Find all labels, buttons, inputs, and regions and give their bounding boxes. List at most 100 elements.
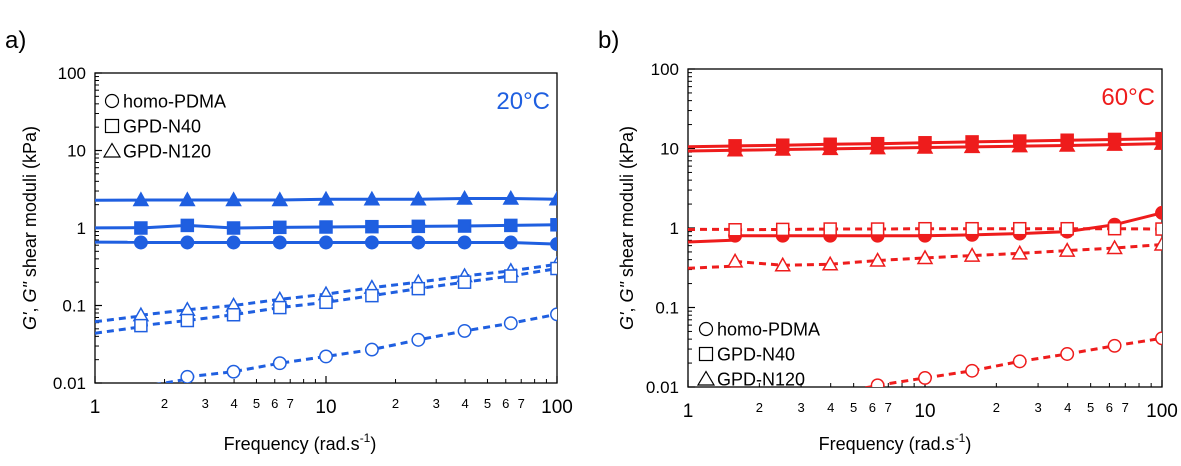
x-axis-title: Frequency (rad.s-1) [224,431,377,454]
legend: homo-PDMA GPD-N40 GPD-N120 [102,92,226,162]
data-point-triangle [1058,242,1076,257]
series-lead-line [688,148,736,153]
series-lead-line [155,377,188,383]
data-point-triangle [456,189,473,205]
data-point-triangle [726,141,744,157]
x-minor-tick-label: 2 [161,396,168,411]
data-point-triangle [1153,235,1162,251]
x-minor-tick-label: 5 [1087,400,1094,415]
series-lead-line [688,238,736,244]
data-point-square [550,218,557,232]
data-point-circle [364,235,379,250]
square-legend-icon [698,346,714,362]
data-point-circle [1155,331,1162,346]
y-tick-label: 10 [660,140,679,159]
data-point-circle [965,363,980,378]
triangle-legend-icon [102,142,122,158]
data-point-triangle [271,191,289,207]
legend: homo-PDMA GPD-N40 GPD-N120 [696,320,820,390]
data-point-square [870,222,885,236]
x-minor-tick-label: 3 [202,396,209,411]
data-point-triangle [410,190,427,206]
data-point-square [411,281,426,296]
data-point-triangle [726,252,744,268]
data-point-circle [319,349,333,364]
data-point-square [965,221,979,236]
data-point-square [134,221,148,235]
data-point-triangle [774,256,792,272]
data-point-triangle [548,190,557,206]
data-point-square [823,222,837,236]
x-minor-tick-label: 4 [461,396,468,411]
data-point-triangle [179,191,196,207]
series-line [735,211,1162,238]
x-minor-tick-label: 6 [869,400,876,415]
x-minor-tick-label: 2 [993,400,1000,415]
series-lead-line [688,264,736,270]
x-tick-label: 1 [90,397,101,418]
data-point-square [918,221,932,236]
series-lead-line [95,314,142,324]
data-point-triangle [1106,239,1123,255]
x-minor-tick-label: 6 [502,396,509,411]
y-tick-label: 1 [77,219,86,238]
data-point-square [319,220,333,234]
series-line [734,243,1162,267]
x-minor-tick-label: 7 [287,396,294,411]
series-lead-line [95,325,142,335]
series-line [140,197,557,202]
data-point-circle [180,369,195,383]
data-point-triangle [1011,137,1029,153]
legend-label: GPD-N120 [123,142,211,162]
data-point-square [550,261,557,276]
data-point-square [775,222,790,237]
data-series-group [688,131,1162,387]
data-point-triangle [916,249,934,265]
data-point-square [457,275,472,289]
circle-legend-icon [698,321,714,337]
data-point-square [457,219,472,233]
x-minor-tick-label: 4 [1064,400,1071,415]
y-tick-label: 0.1 [62,297,86,316]
data-series-group [95,189,557,383]
legend-label: homo-PDMA [717,320,820,340]
data-point-triangle [821,140,839,156]
x-minor-tick-label: 7 [885,400,892,415]
y-axis-title: G', G" shear moduli (kPa) [20,126,40,330]
legend-label: homo-PDMA [123,92,226,112]
data-point-circle [1012,354,1027,369]
data-point-triangle [869,251,886,267]
data-point-square [1060,221,1074,236]
legend-label: GPD-N40 [717,345,795,365]
data-point-circle [180,235,195,250]
data-point-triangle [317,190,335,206]
x-minor-tick-label: 2 [756,400,763,415]
x-minor-tick-label: 4 [230,396,237,411]
series-line [140,262,557,317]
data-point-triangle [1011,244,1029,260]
series-line [735,137,1162,148]
temperature-annotation: 20°C [496,88,550,115]
data-point-triangle [1106,136,1123,151]
data-point-circle [503,316,518,331]
data-point-circle [319,235,333,250]
series-lead-line [688,144,736,149]
data-point-square [134,318,148,333]
y-tick-label: 0.01 [646,378,679,397]
data-point-square [1107,221,1122,236]
panel-label: a) [5,27,26,54]
y-tick-label: 100 [58,64,86,83]
data-point-circle [1107,338,1122,353]
x-minor-tick-label: 6 [271,396,278,411]
data-point-triangle [132,191,150,207]
x-minor-tick-label: 5 [850,400,857,415]
data-point-square [319,295,333,310]
data-point-square [226,307,241,322]
data-point-triangle [1058,136,1076,152]
x-minor-tick-label: 5 [253,396,260,411]
x-tick-label: 10 [315,397,336,418]
data-point-circle [411,332,426,347]
x-minor-tick-label: 2 [392,396,399,411]
data-point-triangle [963,138,981,154]
